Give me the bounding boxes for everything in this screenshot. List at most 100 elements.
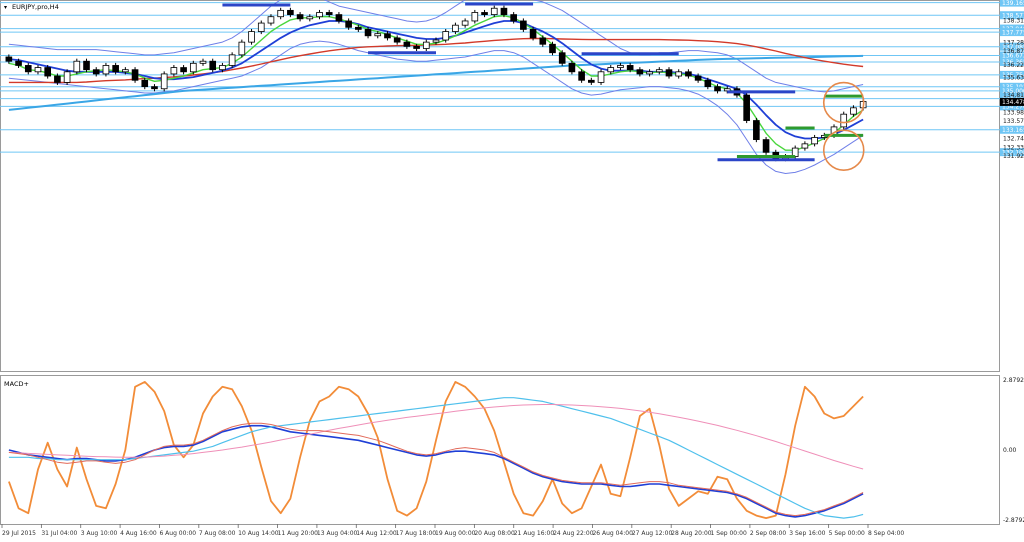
candle-up (646, 71, 653, 75)
price-tick-label: 137.281 (1003, 40, 1024, 47)
candle-up (452, 24, 459, 32)
time-tick-label: 24 Aug 22:00 (553, 530, 594, 537)
candle-up (257, 22, 265, 32)
level-tag (1000, 57, 1024, 66)
candle-down (44, 67, 51, 77)
macd-title: MACD+ (4, 380, 29, 388)
candle-up (102, 65, 110, 75)
level-tag-text: 137.775 (1002, 29, 1024, 36)
time-tick-label: 5 Sep 00:00 (829, 530, 865, 537)
level-tag-text: 137.085 (1002, 44, 1024, 51)
candle-down (355, 26, 362, 30)
time-tick-label: 4 Aug 16:00 (120, 530, 157, 537)
candle-down (714, 86, 721, 92)
level-tag (1000, 86, 1024, 95)
candle-up (490, 7, 498, 15)
price-tick-label: 135.631 (1003, 75, 1024, 82)
candle-up (277, 9, 284, 18)
candle-down (83, 60, 90, 71)
macd-pane-frame (0, 375, 1000, 525)
macd-red-line (8, 422, 864, 517)
candle-up (471, 12, 479, 22)
candle-down (403, 41, 411, 47)
level-tag (1000, 125, 1024, 134)
time-tick-label: 26 Aug 04:00 (592, 530, 633, 537)
candle-down (92, 69, 100, 75)
candle-down (753, 120, 760, 141)
level-tag (1000, 28, 1024, 37)
main-pane-frame (0, 0, 1000, 372)
current-price-text: 134.478 (1002, 99, 1024, 106)
level-tag-text: 136.365 (1002, 59, 1024, 66)
price-tick-label: 132.741 (1003, 136, 1024, 143)
time-tick-label: 3 Aug 10:00 (81, 530, 118, 537)
time-axis: 29 Jul 2015 31 Jul 04:00 3 Aug 10:00 4 Aug … (1, 524, 904, 537)
candle-down (665, 69, 673, 77)
symbol-marker: ▾ (4, 4, 7, 11)
sky-ma-line (8, 54, 864, 111)
candle-up (199, 60, 207, 64)
candle-down (287, 9, 294, 15)
candle-up (316, 12, 323, 18)
time-tick-label: 10 Aug 14:00 (238, 530, 279, 537)
time-tick-label: 27 Aug 12:00 (632, 530, 673, 537)
macd-pink-line (8, 404, 864, 470)
candle-down (529, 29, 537, 39)
level-tag (1000, 70, 1024, 79)
time-tick-label: 19 Aug 00:00 (435, 530, 476, 537)
macd-orange-line (8, 380, 864, 519)
time-tick-label: 21 Aug 16:00 (514, 530, 555, 537)
candle-up (228, 54, 236, 66)
time-tick-label: 3 Sep 16:00 (789, 530, 825, 537)
candle-up (442, 31, 450, 41)
candle-down (141, 79, 149, 88)
time-tick-label: 11 Aug 20:00 (278, 530, 319, 537)
price-tick-label: 134.811 (1003, 92, 1024, 99)
candle-up (248, 31, 255, 43)
time-tick-label: 2 Sep 08:00 (750, 530, 786, 537)
candle-up (63, 71, 71, 83)
time-tick-label: 7 Aug 08:00 (199, 530, 236, 537)
candle-down (626, 65, 634, 71)
candle-down (549, 43, 556, 54)
candle-down (296, 14, 304, 20)
macd-tick-label: 0.00 (1003, 447, 1017, 454)
annotation-marks (222, 2, 865, 172)
candle-down (588, 79, 595, 83)
candle-down (539, 37, 547, 45)
level-tag-text: 132.108 (1002, 149, 1024, 156)
candle-down (743, 94, 750, 121)
price-tick-label: 133.571 (1003, 118, 1024, 125)
level-tag (1000, 0, 1024, 7)
time-tick-label: 6 Aug 00:00 (159, 530, 196, 537)
time-tick-label: 17 Aug 18:00 (396, 530, 437, 537)
time-tick-label: 1 Sep 00:00 (711, 530, 747, 537)
candle-up (374, 33, 382, 37)
candle-down (685, 71, 692, 77)
candle-up (811, 137, 818, 145)
macd-tick-label: 2.8792 (1003, 377, 1024, 384)
level-tag-text: 136.672 (1002, 53, 1024, 60)
price-tick-label: 136.871 (1003, 48, 1024, 55)
candle-up (189, 62, 197, 73)
price-axis: 139.165138.571137.940137.775137.085136.6… (1000, 0, 1024, 524)
candle-up (267, 16, 275, 24)
time-tick-label: 13 Aug 04:00 (317, 530, 358, 537)
candle-up (801, 143, 809, 149)
macd-lines (8, 380, 864, 519)
candle-down (15, 60, 22, 66)
candle-down (568, 62, 576, 73)
candle-down (5, 56, 13, 62)
time-tick-label: 28 Aug 20:00 (671, 530, 712, 537)
candle-up (617, 65, 624, 68)
level-tag (1000, 42, 1024, 51)
price-tick-label: 133.981 (1003, 109, 1024, 116)
candle-down (636, 69, 644, 75)
candle-up (607, 67, 615, 73)
candle-down (364, 29, 372, 37)
candle-down (345, 20, 352, 28)
price-tick-label: 131.921 (1003, 153, 1024, 160)
time-tick-label: 14 Aug 12:00 (356, 530, 397, 537)
